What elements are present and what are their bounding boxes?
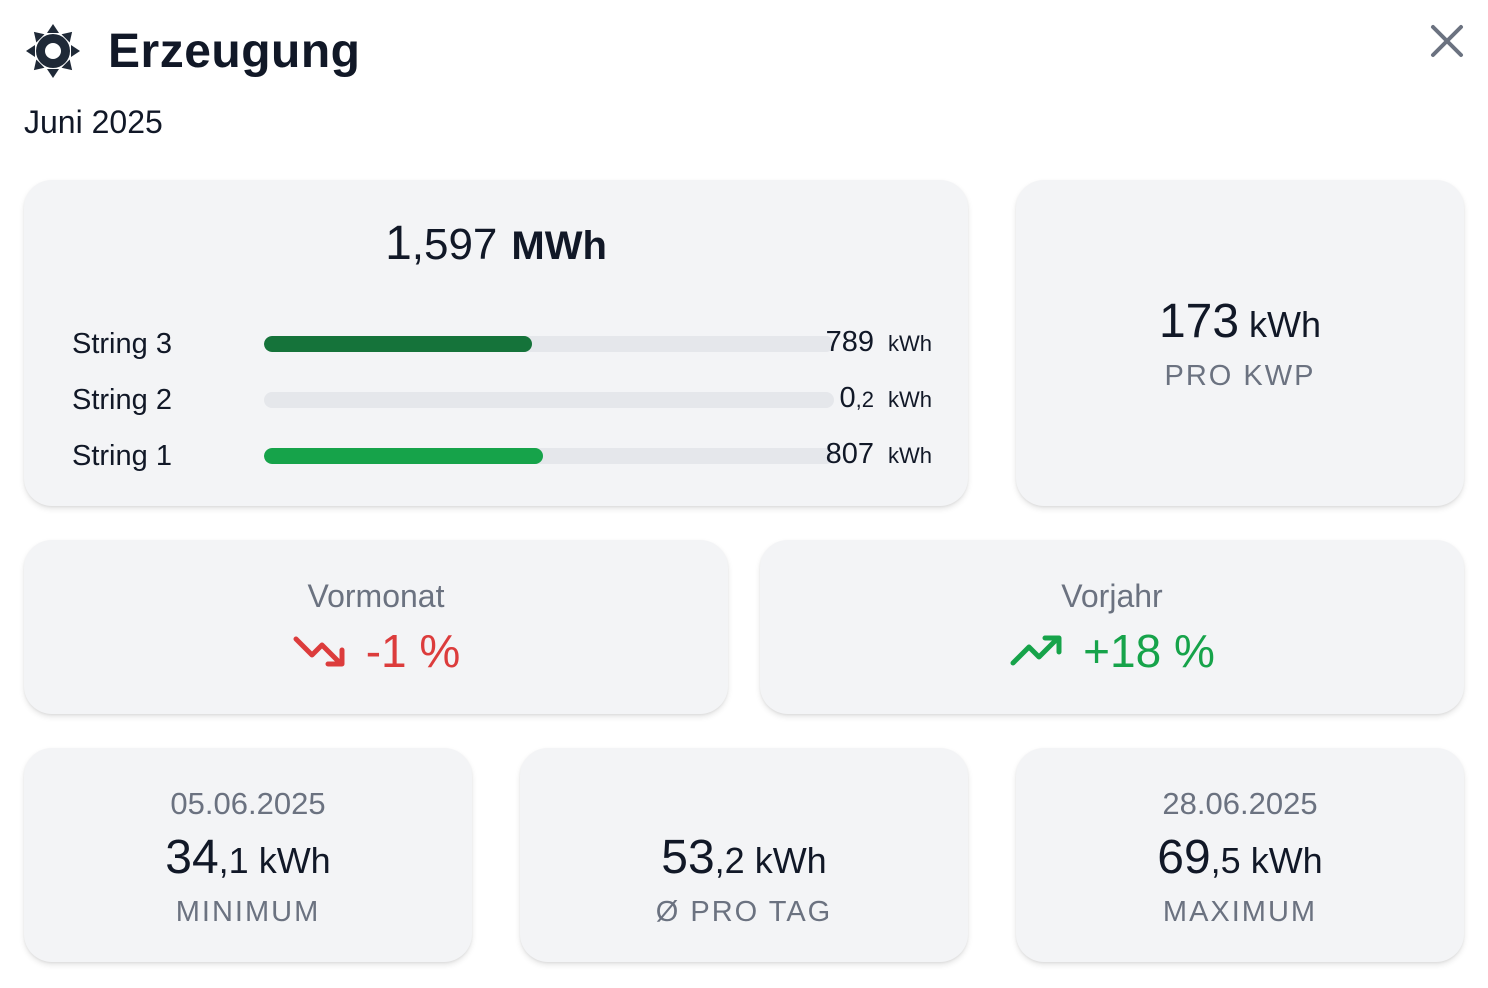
sun-icon xyxy=(24,22,82,80)
prev-year-change: +18 % xyxy=(1009,624,1215,678)
prev-year-title: Vorjahr xyxy=(1061,578,1163,614)
string-value: 807 kWh xyxy=(825,438,932,470)
prev-month-change: -1 % xyxy=(292,624,460,678)
string-label: String 3 xyxy=(72,328,172,360)
maximum-caption: MAXIMUM xyxy=(1162,896,1318,928)
string-progress-fill xyxy=(264,336,532,352)
prev-month-card: Vormonat -1 % xyxy=(24,540,728,714)
average-caption: Ø PRO TAG xyxy=(655,896,833,928)
prev-month-title: Vormonat xyxy=(307,578,445,614)
total-generation-value: 1,597 MWh xyxy=(385,217,607,270)
string-row-3: String 3 789 kWh xyxy=(72,324,932,364)
string-progress-track xyxy=(264,392,834,408)
trending-down-icon xyxy=(293,636,345,667)
string-row-2: String 2 0,2 kWh xyxy=(72,380,932,420)
average-card: 53,2 kWh Ø PRO TAG xyxy=(520,748,968,962)
string-progress-fill xyxy=(264,448,544,464)
string-label: String 1 xyxy=(72,440,172,472)
string-value: 0,2 kWh xyxy=(839,382,933,414)
total-generation-card: 1,597 MWh String 3 789 kWh String 2 0,2 kWh… xyxy=(24,180,968,506)
per-kwp-caption: PRO KWP xyxy=(1164,360,1316,392)
average-value: 53,2 kWh xyxy=(661,831,827,884)
minimum-card: 05.06.2025 34,1 kWh MINIMUM xyxy=(24,748,472,962)
maximum-value: 69,5 kWh xyxy=(1157,831,1323,884)
maximum-date: 28.06.2025 xyxy=(1162,786,1318,821)
trending-up-icon xyxy=(1010,635,1062,666)
string-progress-track xyxy=(264,448,834,464)
maximum-card: 28.06.2025 69,5 kWh MAXIMUM xyxy=(1016,748,1464,962)
close-icon xyxy=(1431,25,1463,57)
per-kwp-value: 173 kWh xyxy=(1158,295,1322,348)
string-row-1: String 1 807 kWh xyxy=(72,436,932,476)
string-progress-track xyxy=(264,336,834,352)
header: Erzeugung xyxy=(24,22,361,80)
prev-year-card: Vorjahr +18 % xyxy=(760,540,1464,714)
minimum-caption: MINIMUM xyxy=(175,896,321,928)
string-label: String 2 xyxy=(72,384,172,416)
minimum-value: 34,1 kWh xyxy=(165,831,331,884)
minimum-date: 05.06.2025 xyxy=(170,786,326,821)
close-button[interactable] xyxy=(1426,20,1468,62)
period-label: Juni 2025 xyxy=(24,104,163,140)
page-title: Erzeugung xyxy=(108,24,361,78)
string-value: 789 kWh xyxy=(825,326,932,358)
per-kwp-card: 173 kWh PRO KWP xyxy=(1016,180,1464,506)
